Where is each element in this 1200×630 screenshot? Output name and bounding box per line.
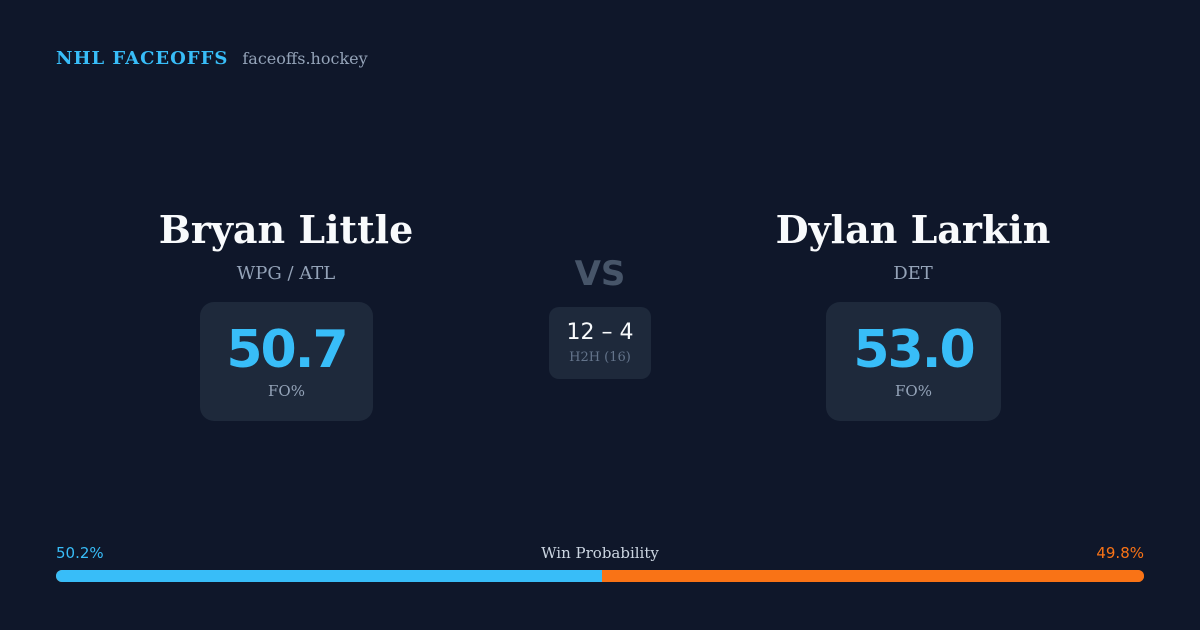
player-left: Bryan Little WPG / ATL <box>56 206 516 286</box>
player-right-team: DET <box>893 263 933 284</box>
player-left-team: WPG / ATL <box>236 263 336 284</box>
player-right-name: Dylan Larkin <box>775 207 1051 252</box>
win-probability-bar <box>56 570 1144 582</box>
site-domain: faceoffs.hockey <box>242 49 368 68</box>
brand-title: NHL FACEOFFS <box>56 48 229 69</box>
player-left-fo-label: FO% <box>268 382 305 400</box>
win-probability-bar-left <box>56 570 603 582</box>
win-probability-title: Win Probability <box>541 544 659 562</box>
win-probability-left: 50.2% <box>56 544 104 562</box>
player-right-fo-value: 53.0 <box>853 320 975 380</box>
player-right-fo-label: FO% <box>895 382 932 400</box>
player-right-fo-card: 53.0 FO% <box>826 302 1001 421</box>
player-left-fo-card: 50.7 FO% <box>200 302 373 421</box>
h2h-score: 12 – 4 <box>566 320 634 345</box>
h2h-card: 12 – 4 H2H (16) <box>549 307 651 379</box>
win-probability-bar-right <box>602 570 1144 582</box>
h2h-label: H2H (16) <box>569 350 631 365</box>
player-right: Dylan Larkin DET <box>683 206 1143 286</box>
player-left-name: Bryan Little <box>158 207 414 252</box>
win-probability-right: 49.8% <box>1096 544 1144 562</box>
header: NHL FACEOFFS faceoffs.hockey <box>56 48 368 69</box>
win-probability-labels: Win Probability 50.2% 49.8% <box>56 543 1144 563</box>
player-left-fo-value: 50.7 <box>226 320 348 380</box>
vs-label: VS <box>574 254 626 294</box>
